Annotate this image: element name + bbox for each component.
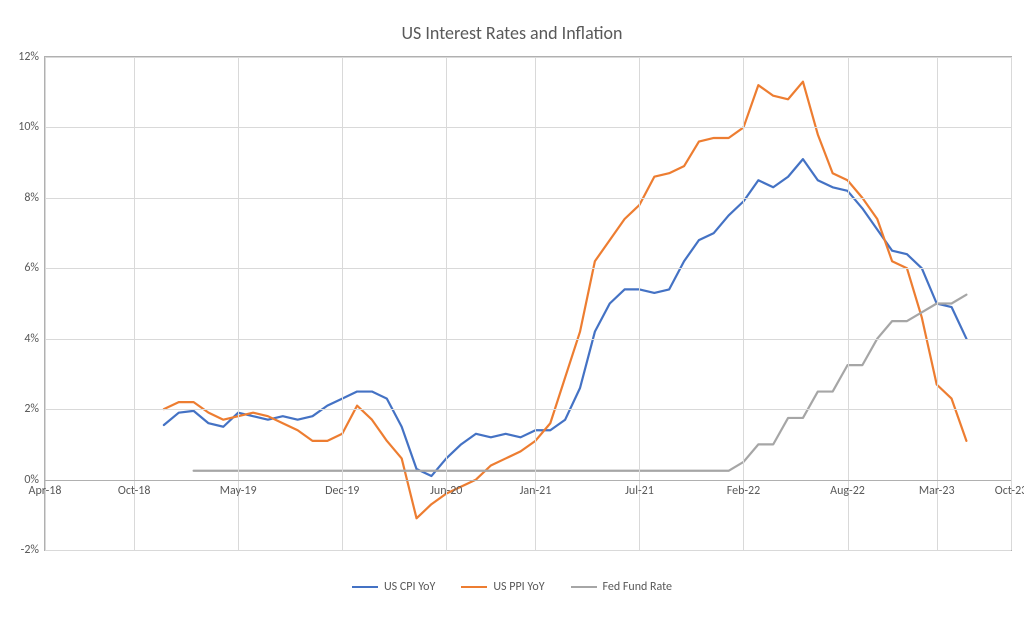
y-tick-label: 2%	[24, 402, 39, 416]
grid-line-v	[1011, 57, 1012, 550]
x-tick-label: Jun-20	[430, 484, 462, 498]
x-tick-label: Feb-22	[727, 484, 760, 498]
x-tick-label: Aug-22	[830, 484, 865, 498]
x-tick-label: Mar-23	[919, 484, 955, 498]
x-tick-label: Dec-19	[325, 484, 359, 498]
x-tick-label: May-19	[220, 484, 257, 498]
series-line	[164, 82, 967, 519]
legend-item: US CPI YoY	[352, 580, 435, 594]
grid-line-v	[45, 57, 46, 550]
grid-line-h	[45, 409, 1011, 410]
grid-line-h	[45, 57, 1011, 58]
y-tick-label: 4%	[24, 332, 39, 346]
chart-container: US Interest Rates and Inflation -2%0%2%4…	[0, 0, 1024, 626]
y-tick-label: 6%	[24, 261, 39, 275]
grid-line-v	[238, 57, 239, 550]
plot-area: -2%0%2%4%6%8%10%12%Apr-18Oct-18May-19Dec…	[44, 56, 1012, 551]
legend-label: US CPI YoY	[384, 580, 435, 594]
legend-label: US PPI YoY	[493, 580, 544, 594]
chart-lines	[45, 57, 1011, 550]
legend-item: Fed Fund Rate	[571, 580, 672, 594]
grid-line-v	[535, 57, 536, 550]
legend-swatch	[352, 586, 378, 589]
grid-line-h	[45, 127, 1011, 128]
series-line	[194, 295, 967, 471]
x-tick-label: Jan-21	[520, 484, 552, 498]
chart-title: US Interest Rates and Inflation	[0, 22, 1024, 44]
grid-line-v	[134, 57, 135, 550]
grid-line-v	[342, 57, 343, 550]
grid-line-v	[743, 57, 744, 550]
x-tick-label: Jul-21	[625, 484, 654, 498]
x-tick-label: Oct-18	[118, 484, 151, 498]
grid-line-h	[45, 198, 1011, 199]
grid-line-v	[848, 57, 849, 550]
legend-swatch	[461, 586, 487, 589]
series-line	[164, 159, 967, 476]
grid-line-v	[937, 57, 938, 550]
x-tick-label: Oct-23	[995, 484, 1024, 498]
y-tick-label: 8%	[24, 191, 39, 205]
y-tick-label: 10%	[18, 120, 39, 134]
grid-line-h	[45, 550, 1011, 551]
grid-line-h	[45, 268, 1011, 269]
zero-axis-line	[45, 480, 1011, 481]
legend-item: US PPI YoY	[461, 580, 544, 594]
y-tick-label: -2%	[21, 543, 39, 557]
legend: US CPI YoY US PPI YoY Fed Fund Rate	[0, 580, 1024, 594]
grid-line-h	[45, 339, 1011, 340]
legend-label: Fed Fund Rate	[603, 580, 672, 594]
x-tick-label: Apr-18	[29, 484, 62, 498]
grid-line-v	[639, 57, 640, 550]
y-tick-label: 12%	[18, 50, 39, 64]
legend-swatch	[571, 586, 597, 589]
grid-line-v	[446, 57, 447, 550]
